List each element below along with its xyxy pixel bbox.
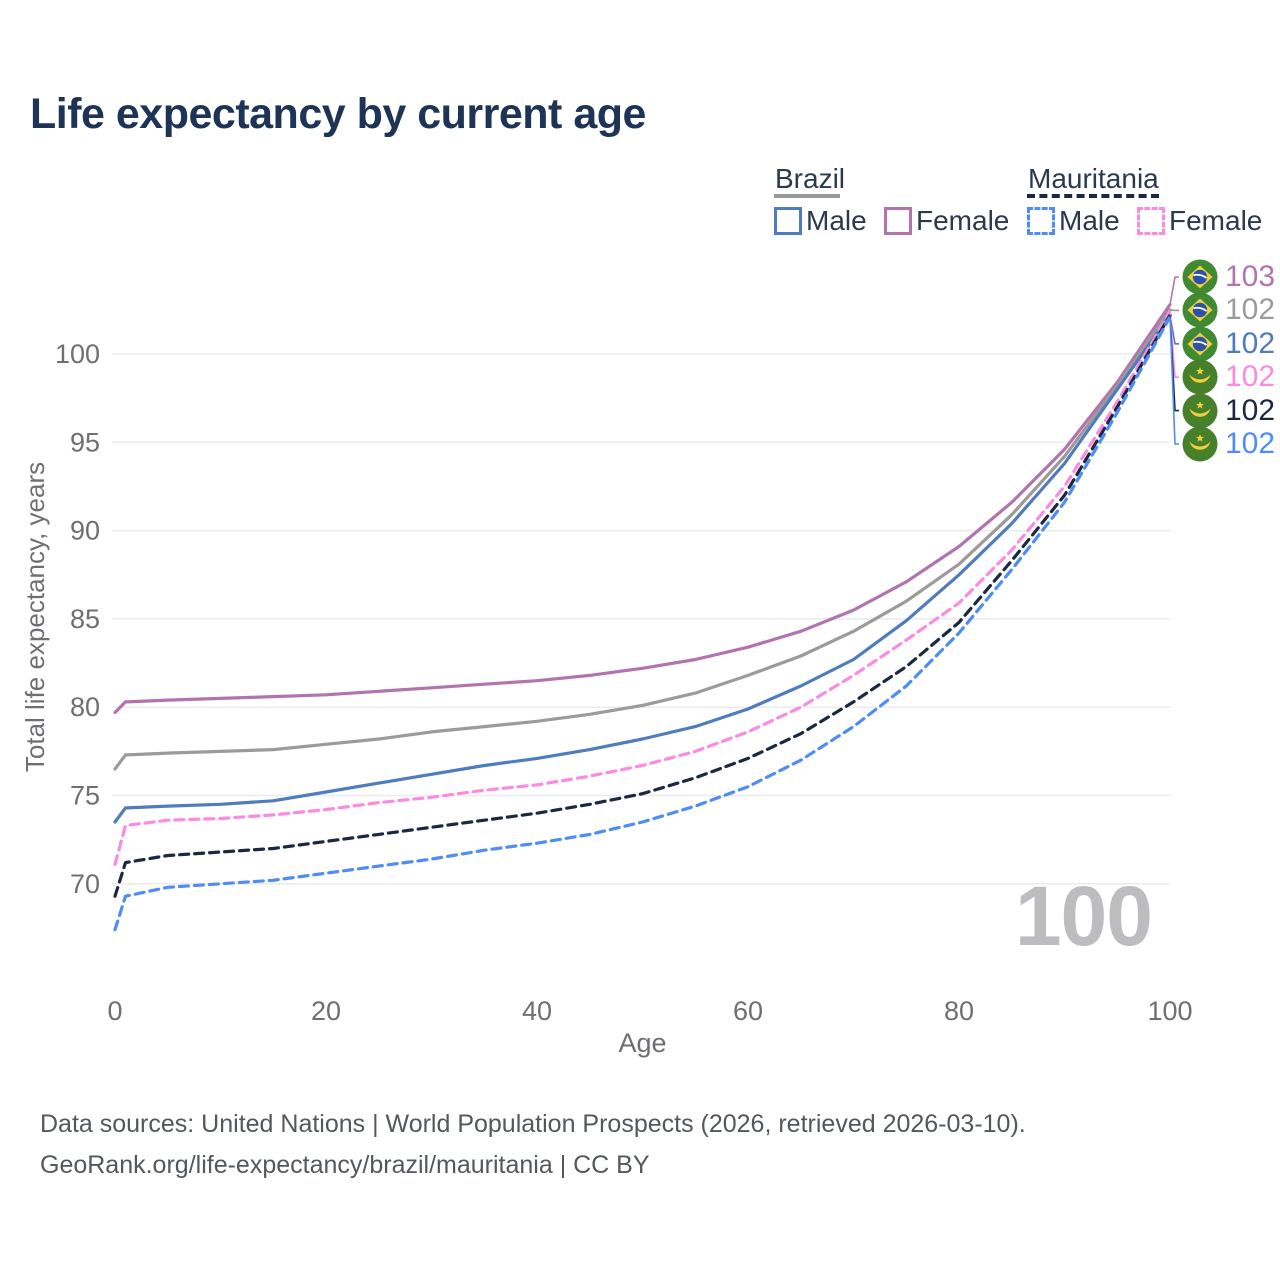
mauritania-dashed-line-sample <box>1027 194 1159 198</box>
series-line-mauritania-all <box>113 313 1172 898</box>
y-tick-label: 90 <box>70 516 100 546</box>
end-label-value: 102 <box>1225 393 1276 427</box>
legend-label-mauritania-male: Male <box>1059 205 1120 236</box>
mauritania-flag-icon <box>1182 426 1218 462</box>
brazil-flag-icon <box>1182 259 1218 295</box>
series-line-mauritania-male <box>113 315 1172 932</box>
end-label-brazil-all: 102 <box>1182 292 1275 328</box>
legend-swatch-mauritania-female <box>1137 207 1165 235</box>
end-label-leader <box>1169 309 1179 312</box>
legend-group-brazil: Brazil <box>775 163 846 194</box>
brazil-solid-line-sample <box>774 194 840 198</box>
mauritania-flag-icon <box>1182 393 1218 429</box>
brazil-flag-icon <box>1182 292 1218 328</box>
x-axis-label: Age <box>618 1028 666 1058</box>
end-label-value: 102 <box>1225 360 1276 394</box>
legend-label-mauritania-female: Female <box>1169 205 1263 236</box>
page-title: Life expectancy by current age <box>30 90 646 138</box>
end-label-mauritania-male: 102 <box>1182 426 1275 462</box>
y-tick-label: 85 <box>70 604 100 634</box>
end-label-mauritania-female: 102 <box>1182 359 1275 395</box>
end-label-leader <box>1169 316 1179 445</box>
legend-label-brazil-female: Female <box>916 205 1010 236</box>
end-label-brazil-female: 103 <box>1182 259 1275 295</box>
x-tick-label: 20 <box>311 996 341 1026</box>
series-line-brazil-male <box>113 313 1172 824</box>
end-label-value: 102 <box>1225 326 1276 360</box>
brazil-flag-icon <box>1182 326 1218 362</box>
x-tick-label: 0 <box>107 996 122 1026</box>
end-label-value: 102 <box>1225 427 1276 460</box>
y-axis-label: Total life expectancy, years <box>20 462 50 772</box>
legend-label-brazil-male: Male <box>806 205 867 236</box>
end-label-brazil-male: 102 <box>1182 326 1275 362</box>
legend-swatch-brazil-male <box>774 207 802 235</box>
end-label-mauritania-all: 102 <box>1182 393 1275 429</box>
x-tick-label: 100 <box>1147 996 1192 1026</box>
end-label-value: 103 <box>1225 260 1276 293</box>
x-tick-label: 40 <box>522 996 552 1026</box>
x-tick-label: 80 <box>944 996 974 1026</box>
end-label-leader <box>1169 276 1179 305</box>
y-tick-label: 75 <box>70 781 100 811</box>
y-tick-label: 80 <box>70 692 100 722</box>
y-tick-label: 70 <box>70 869 100 899</box>
age-watermark: 100 <box>1014 869 1153 963</box>
legend-swatch-mauritania-male <box>1027 207 1055 235</box>
source-footer: Data sources: United Nations | World Pop… <box>40 1104 1240 1186</box>
mauritania-flag-icon <box>1182 359 1218 395</box>
legend-group-mauritania: Mauritania <box>1028 163 1159 194</box>
footer-line-2: GeoRank.org/life-expectancy/brazil/mauri… <box>40 1151 650 1179</box>
end-label-value: 102 <box>1225 293 1276 327</box>
series-line-brazil-female <box>113 303 1172 715</box>
footer-line-1: Data sources: United Nations | World Pop… <box>40 1110 1026 1138</box>
y-tick-label: 95 <box>70 427 100 457</box>
x-tick-label: 60 <box>733 996 763 1026</box>
y-tick-label: 100 <box>55 339 100 369</box>
legend-swatch-brazil-female <box>884 207 912 235</box>
series-line-mauritania-female <box>113 310 1172 866</box>
series-line-brazil-all <box>113 308 1172 771</box>
